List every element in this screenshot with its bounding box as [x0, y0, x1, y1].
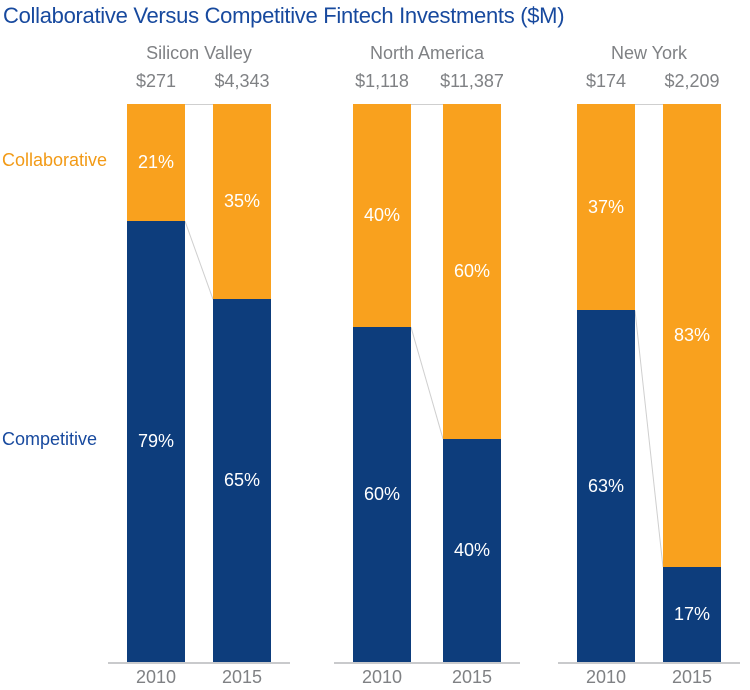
bars-row: 21% 79% 35% 65%	[108, 104, 290, 662]
group-header: New York	[610, 43, 688, 63]
segment-percent-label: 79%	[137, 431, 175, 452]
x-axis-tick-label: 2010	[585, 667, 627, 687]
group-header: Silicon Valley	[146, 43, 252, 63]
chart-group-north-america: North America $1,118 $11,387 40% 60% 60%	[334, 0, 520, 690]
collaborative-segment: 21%	[127, 104, 185, 222]
competitive-segment: 63%	[577, 310, 635, 662]
segment-percent-label: 65%	[223, 470, 261, 491]
x-axis-tick-label: 2015	[671, 667, 713, 687]
segment-percent-label: 83%	[673, 325, 711, 346]
collaborative-segment: 40%	[353, 104, 411, 328]
stacked-bar-2015: 83% 17%	[663, 104, 721, 662]
stacked-bar-2010: 40% 60%	[353, 104, 411, 662]
x-axis-line	[558, 662, 740, 664]
competitive-segment: 79%	[127, 221, 185, 662]
segment-percent-label: 21%	[137, 152, 175, 173]
competitive-segment: 65%	[213, 299, 271, 662]
x-axis-line	[108, 662, 290, 664]
chart-title: Collaborative Versus Competitive Fintech…	[3, 3, 565, 28]
segment-percent-label: 60%	[363, 484, 401, 505]
x-axis-tick-label: 2010	[135, 667, 177, 687]
x-axis-tick-label: 2015	[451, 667, 493, 687]
competitive-segment: 17%	[663, 567, 721, 662]
segment-percent-label: 40%	[363, 205, 401, 226]
bars-row: 40% 60% 60% 40%	[334, 104, 520, 662]
x-axis-tick-label: 2010	[361, 667, 403, 687]
segment-percent-label: 63%	[587, 475, 625, 496]
x-axis-line	[334, 662, 520, 664]
segment-percent-label: 17%	[673, 604, 711, 625]
collaborative-segment: 60%	[443, 104, 501, 439]
stacked-bar-2010: 37% 63%	[577, 104, 635, 662]
bar-total-label: $271	[135, 71, 177, 91]
bar-total-label: $2,209	[664, 71, 720, 91]
competitive-segment: 40%	[443, 438, 501, 662]
competitive-segment: 60%	[353, 327, 411, 662]
chart-group-silicon-valley: Silicon Valley $271 $4,343 21% 79% 35%	[108, 0, 290, 690]
segment-percent-label: 40%	[453, 539, 491, 560]
bar-total-label: $174	[585, 71, 627, 91]
group-header: North America	[369, 43, 485, 63]
stacked-bar-2015: 60% 40%	[443, 104, 501, 662]
collaborative-segment: 37%	[577, 104, 635, 311]
stacked-bar-2010: 21% 79%	[127, 104, 185, 662]
bar-total-label: $4,343	[214, 71, 270, 91]
bars-row: 37% 63% 83% 17%	[558, 104, 740, 662]
segment-percent-label: 35%	[223, 191, 261, 212]
chart-group-new-york: New York $174 $2,209 37% 63% 83%	[558, 0, 740, 690]
bar-total-label: $11,387	[440, 71, 504, 91]
collaborative-segment: 83%	[663, 104, 721, 568]
legend-label-competitive: Competitive	[2, 429, 98, 449]
bar-total-label: $1,118	[355, 71, 409, 91]
segment-percent-label: 60%	[453, 260, 491, 281]
x-axis-tick-label: 2015	[221, 667, 263, 687]
legend-label-collaborative: Collaborative	[2, 150, 108, 170]
segment-percent-label: 37%	[587, 196, 625, 217]
stacked-bar-2015: 35% 65%	[213, 104, 271, 662]
collaborative-segment: 35%	[213, 104, 271, 300]
